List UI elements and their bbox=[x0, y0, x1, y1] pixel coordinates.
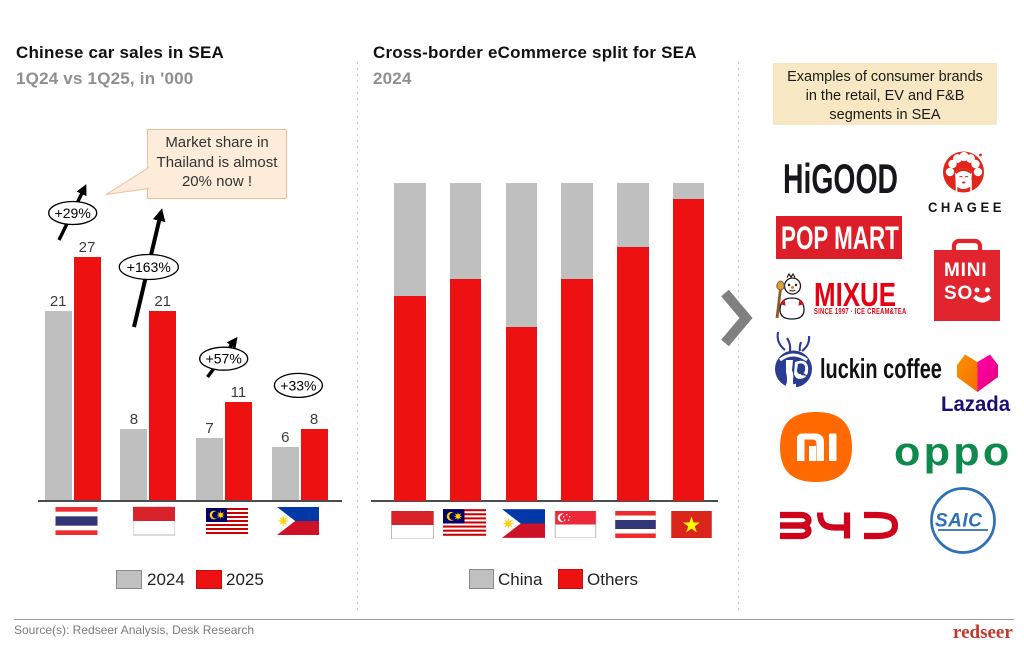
svg-text:+57%: +57% bbox=[206, 351, 242, 367]
svg-text:SAIC: SAIC bbox=[935, 511, 982, 532]
svg-text:SO: SO bbox=[944, 283, 973, 304]
svg-text:+33%: +33% bbox=[280, 377, 316, 393]
svg-text:+29%: +29% bbox=[55, 205, 91, 221]
svg-text:+163%: +163% bbox=[127, 259, 171, 275]
svg-text:MINI: MINI bbox=[944, 260, 987, 281]
